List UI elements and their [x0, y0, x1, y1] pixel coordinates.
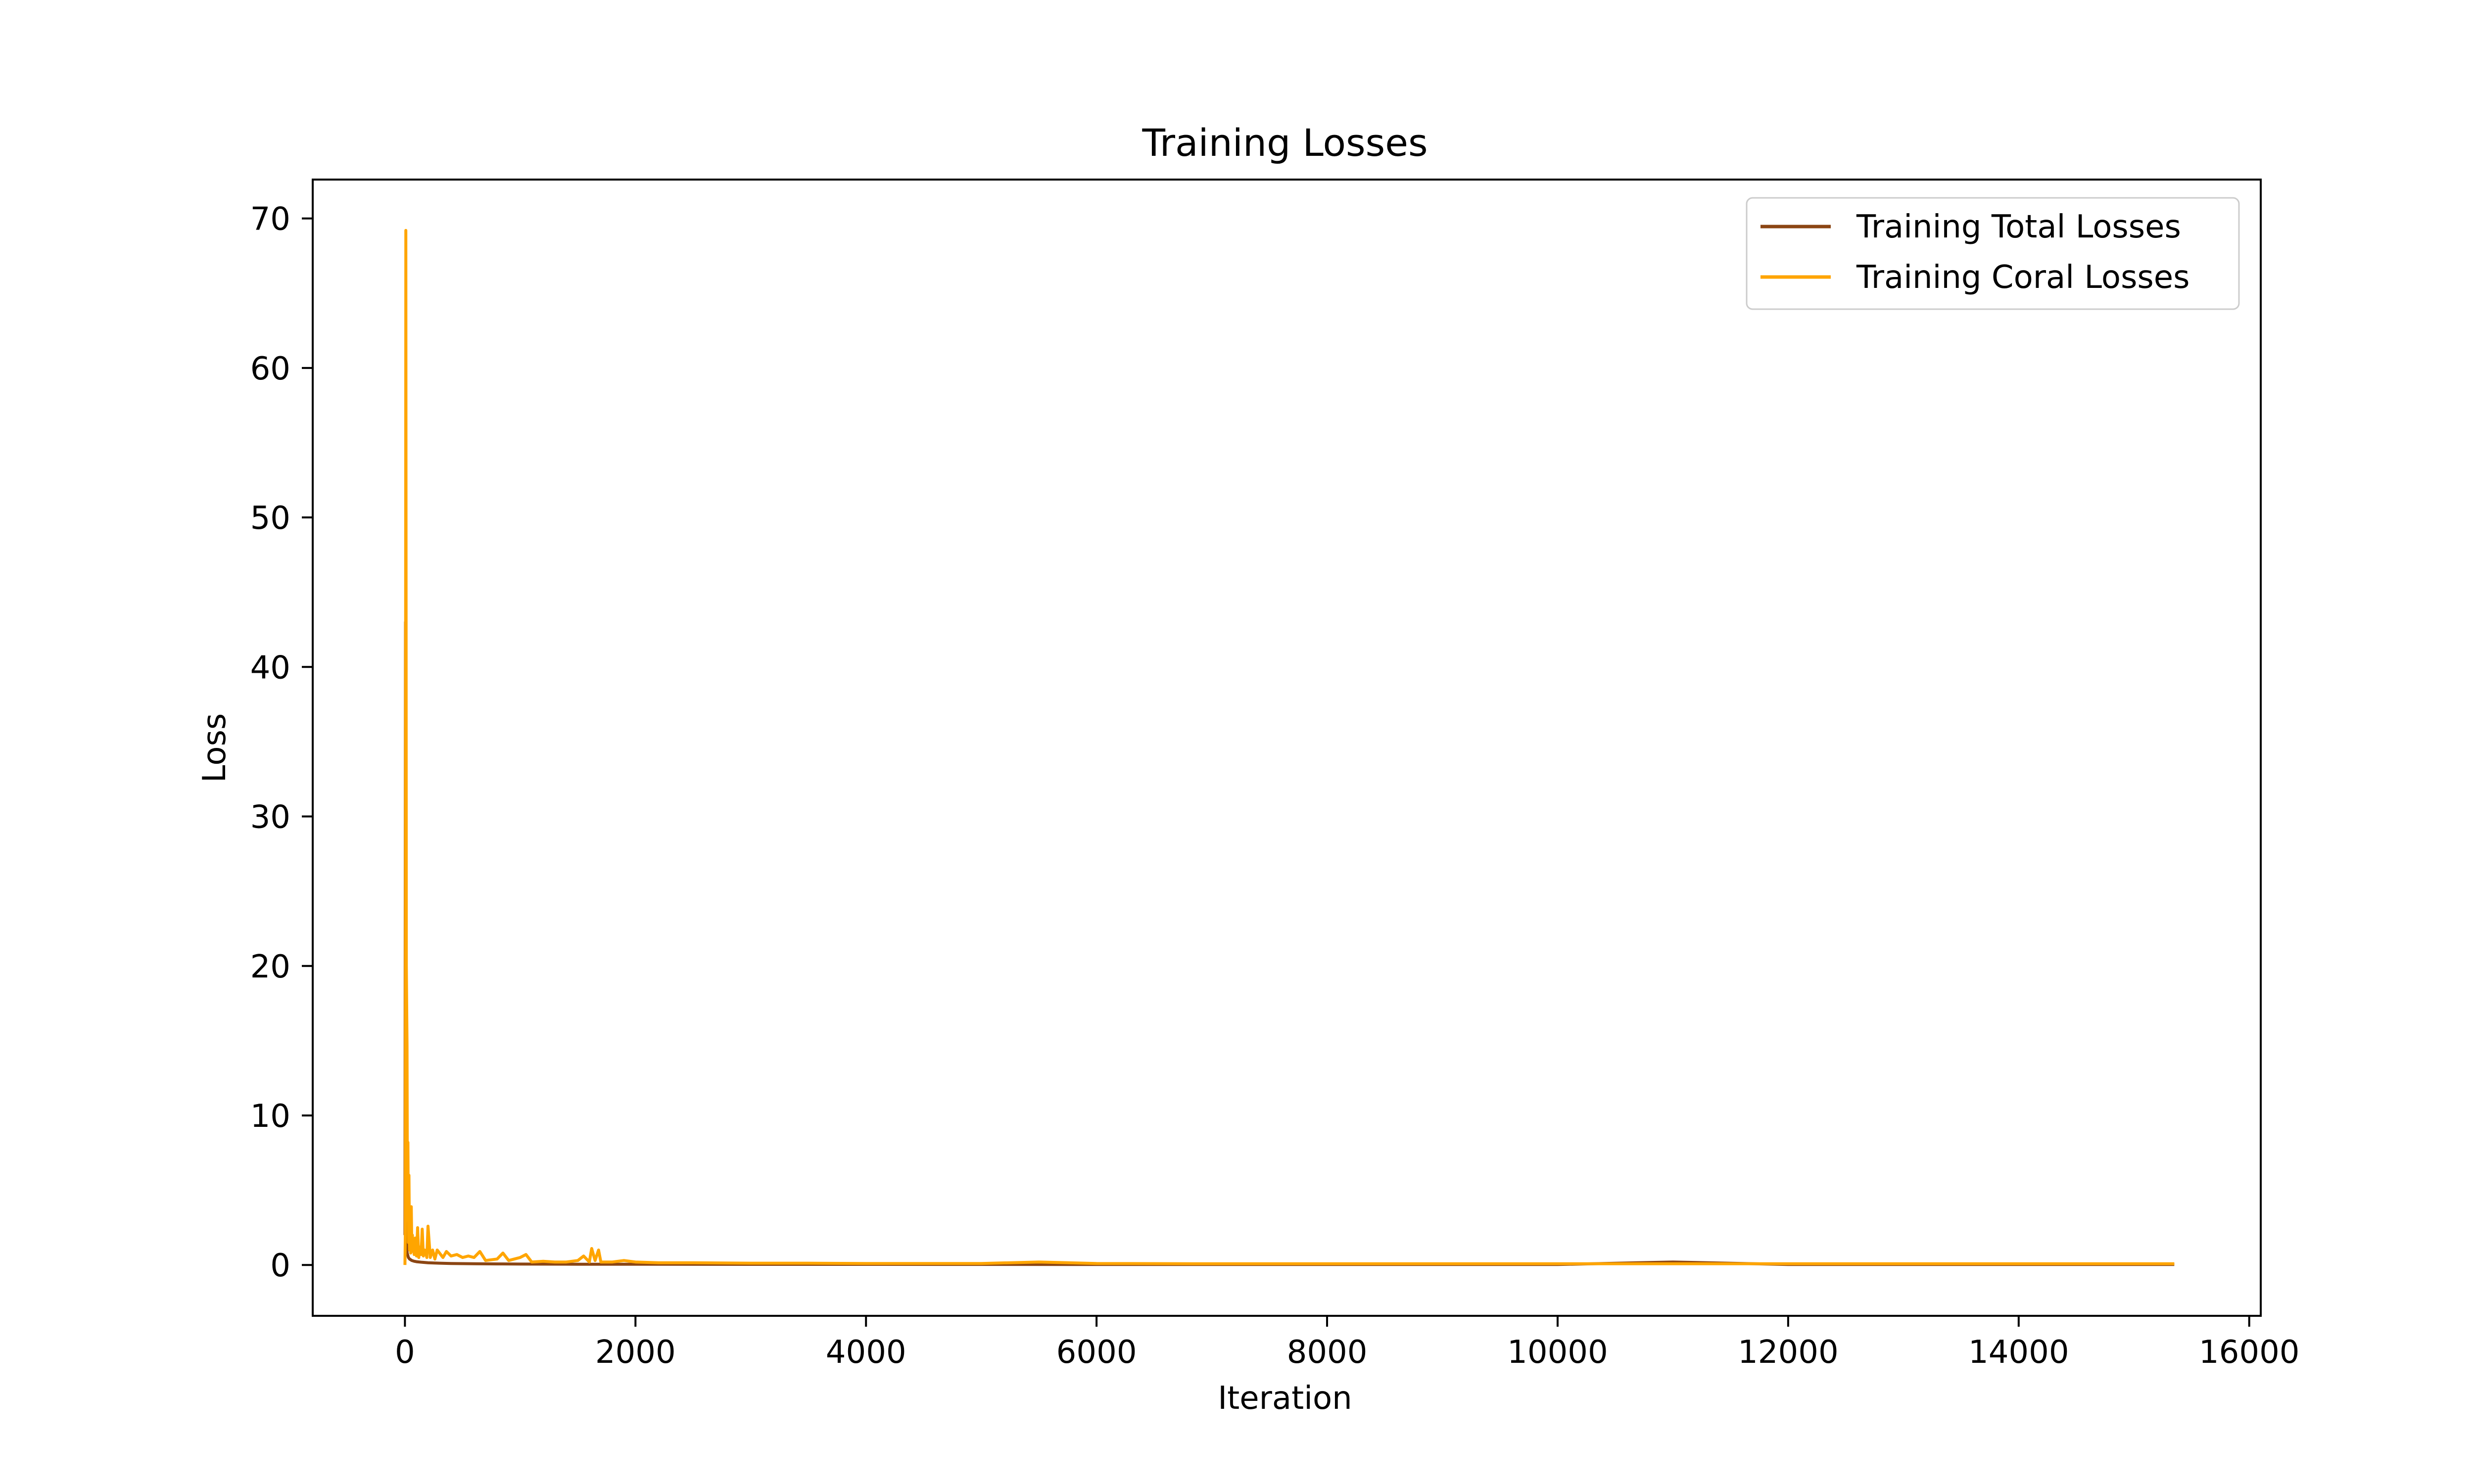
legend-label-coral-losses: Training Coral Losses [1856, 259, 2189, 296]
x-tick-label: 12000 [1738, 1334, 1839, 1371]
y-tick-label: 50 [250, 500, 290, 537]
y-tick-label: 40 [250, 649, 290, 686]
y-axis-label: Loss [196, 713, 233, 783]
x-tick-label: 2000 [595, 1334, 676, 1371]
series-layer [403, 229, 2175, 1266]
x-tick-label: 10000 [1507, 1334, 1608, 1371]
x-tick-label: 8000 [1287, 1334, 1368, 1371]
x-tick-label: 16000 [2199, 1334, 2300, 1371]
x-axis-ticks: 0 2000 4000 6000 8000 10000 12000 14000 16000 [395, 1316, 2300, 1371]
x-tick-label: 14000 [1968, 1334, 2069, 1371]
legend: Training Total Losses Training Coral Los… [1746, 197, 2240, 310]
y-tick-label: 20 [250, 949, 290, 985]
x-tick-label: 6000 [1056, 1334, 1137, 1371]
y-tick-label: 70 [250, 201, 290, 238]
legend-box [1746, 197, 2240, 310]
y-tick-label: 0 [270, 1248, 290, 1284]
series-line-1 [403, 229, 2175, 1265]
plot-area [313, 180, 2261, 1316]
y-tick-label: 30 [250, 799, 290, 836]
y-tick-label: 60 [250, 351, 290, 387]
chart-title: Training Losses [1142, 121, 1427, 165]
x-axis-label: Iteration [1218, 1380, 1352, 1417]
x-tick-label: 4000 [826, 1334, 906, 1371]
y-axis-ticks: 0 10 20 30 40 50 60 70 [250, 201, 313, 1284]
legend-label-total-losses: Training Total Losses [1856, 209, 2181, 245]
x-tick-label: 0 [395, 1334, 415, 1371]
plot-frame [312, 179, 2262, 1317]
y-tick-label: 10 [250, 1098, 290, 1135]
